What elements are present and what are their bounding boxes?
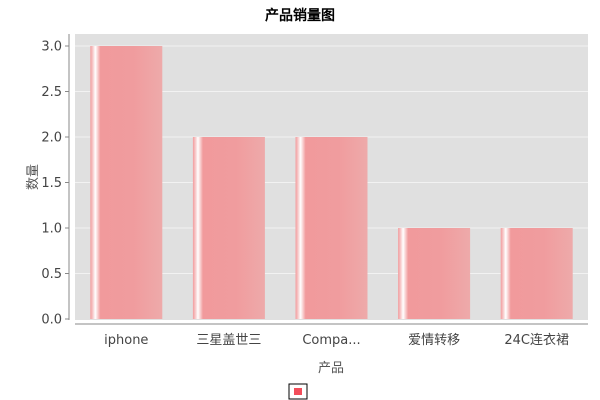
legend-swatch <box>294 388 302 395</box>
y-axis-label: 数量 <box>26 164 41 190</box>
x-tick-label: 爱情转移 <box>408 333 460 348</box>
bar <box>295 137 368 319</box>
y-tick-label: 3.0 <box>41 40 62 55</box>
bar <box>500 228 573 319</box>
y-tick-label: 2.5 <box>41 85 62 100</box>
bar <box>398 228 471 319</box>
chart-title: 产品销量图 <box>265 7 335 24</box>
y-tick-label: 0.5 <box>41 267 62 282</box>
x-tick-label: 24C连衣裙 <box>504 332 569 348</box>
x-tick-label: 三星盖世三 <box>196 333 261 348</box>
y-tick-label: 1.5 <box>41 176 62 191</box>
y-tick-label: 2.0 <box>41 131 62 146</box>
bars-group <box>90 46 573 319</box>
y-tick-label: 1.0 <box>41 222 62 237</box>
x-axis-label: 产品 <box>318 361 344 376</box>
y-tick-label: 0.0 <box>41 313 62 328</box>
y-axis-ticks: 0.0 0.5 1.0 1.5 2.0 2.5 3.0 <box>41 40 69 328</box>
bar <box>90 46 163 319</box>
x-tick-label: iphone <box>104 333 148 348</box>
x-axis-labels: iphone 三星盖世三 Compa... 爱情转移 24C连衣裙 <box>104 332 569 348</box>
legend <box>288 383 308 400</box>
bar <box>192 137 265 319</box>
x-tick-label: Compa... <box>302 333 360 348</box>
